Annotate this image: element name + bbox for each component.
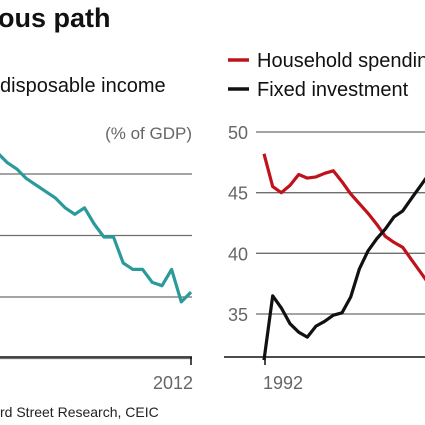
left-unit-label: (% of GDP) bbox=[105, 124, 192, 143]
left-panel: disposable income (% of GDP) 2012 bbox=[0, 75, 193, 393]
right-panel: Household spending Fixed investment 35 40 4… bbox=[224, 50, 425, 393]
right-y-tick-label: 45 bbox=[228, 184, 248, 204]
right-y-tick-label: 50 bbox=[228, 123, 248, 143]
left-x-tick-label: 2012 bbox=[153, 373, 193, 393]
legend-label: Household spending bbox=[257, 50, 425, 72]
right-y-tick-label: 40 bbox=[228, 244, 248, 264]
right-y-tick-label: 35 bbox=[228, 305, 248, 325]
right-series-line-1 bbox=[262, 153, 425, 282]
chart-title: ous path bbox=[0, 3, 111, 33]
right-x-tick-label: 1992 bbox=[263, 373, 303, 393]
legend-label: Fixed investment bbox=[257, 79, 409, 101]
left-series-line bbox=[0, 153, 193, 304]
left-subtitle: disposable income bbox=[0, 75, 166, 97]
source-note: rd Street Research, CEIC bbox=[0, 404, 159, 420]
right-series-line-2 bbox=[262, 176, 425, 361]
